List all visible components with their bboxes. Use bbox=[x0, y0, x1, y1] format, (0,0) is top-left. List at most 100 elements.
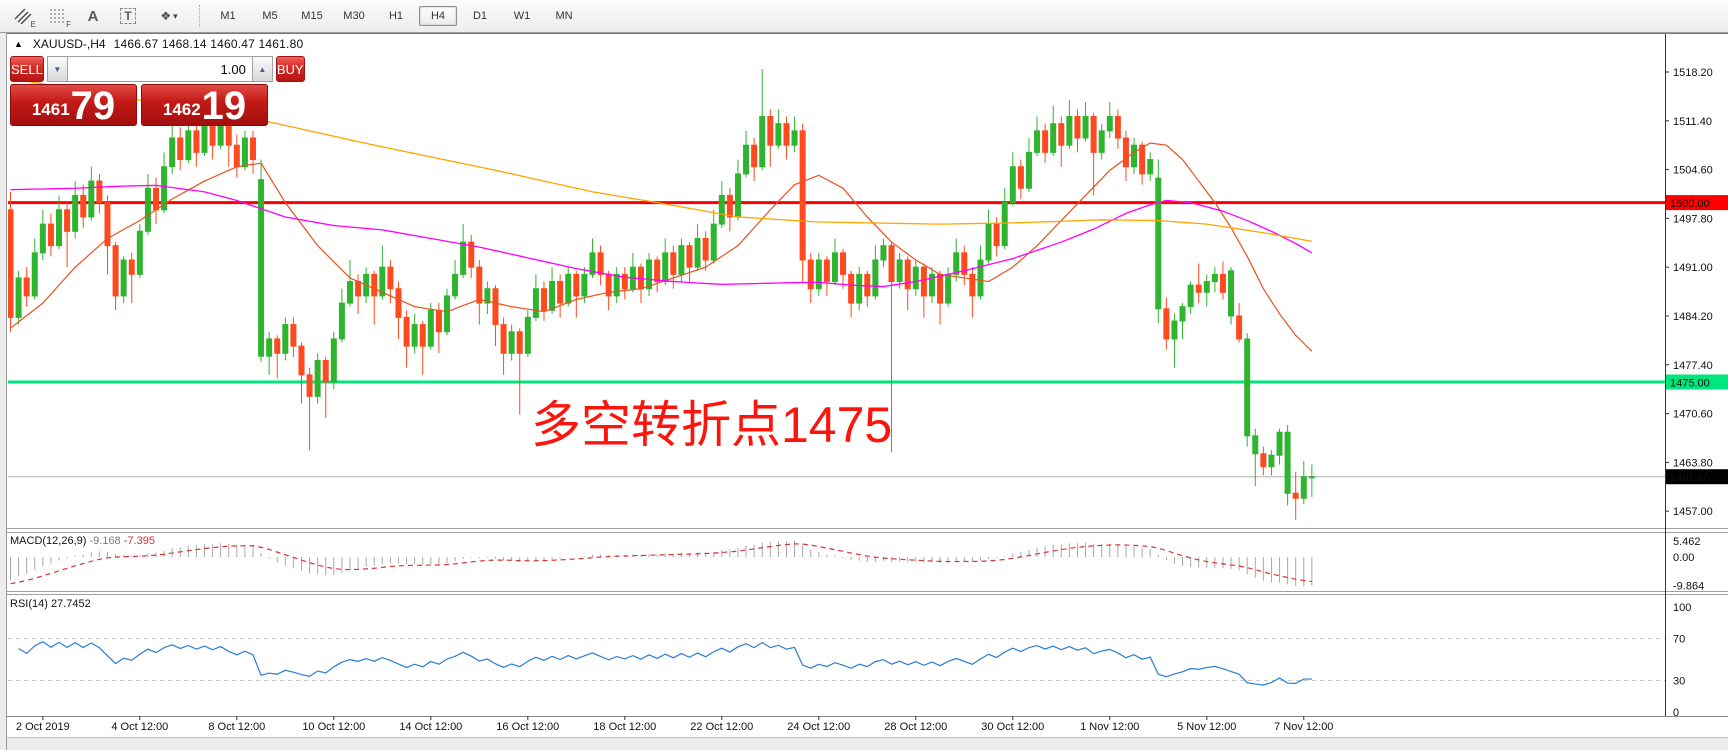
svg-text:14 Oct 12:00: 14 Oct 12:00 bbox=[399, 721, 462, 733]
sell-price-pips: 79 bbox=[70, 83, 116, 128]
svg-text:18 Oct 12:00: 18 Oct 12:00 bbox=[593, 721, 656, 733]
ma-medium bbox=[10, 184, 1313, 288]
svg-text:1497.80: 1497.80 bbox=[1673, 213, 1713, 225]
fibonacci-tool-button[interactable]: F bbox=[43, 2, 73, 30]
svg-text:28 Oct 12:00: 28 Oct 12:00 bbox=[884, 721, 947, 733]
chart-header: ▲ XAUUSD-,H4 1466.67 1468.14 1460.47 146… bbox=[14, 37, 303, 51]
macd-label: MACD(12,26,9) -9.168 -7.395 bbox=[10, 535, 155, 547]
svg-text:16 Oct 12:00: 16 Oct 12:00 bbox=[496, 721, 559, 733]
volume-stepper: ▼ ▲ bbox=[46, 56, 273, 82]
macd-name: MACD(12,26,9) bbox=[10, 535, 87, 547]
timeframe-toolbar: M1 M5 M15 M30 H1 H4 D1 W1 MN bbox=[209, 6, 587, 26]
rsi-name: RSI(14) bbox=[10, 598, 48, 610]
fibonacci-retracement-icon bbox=[50, 9, 66, 23]
svg-text:10 Oct 12:00: 10 Oct 12:00 bbox=[302, 721, 365, 733]
chevron-up-icon: ▲ bbox=[258, 64, 267, 74]
volume-increase-button[interactable]: ▲ bbox=[251, 56, 273, 82]
sell-price-button[interactable]: 1461 79 bbox=[10, 84, 137, 126]
tab-timeframe-mn[interactable]: MN bbox=[555, 10, 573, 22]
toolbar: E F A T ❖ ▾ M1 M5 M15 M30 H1 H4 D1 W1 MN bbox=[0, 0, 1728, 33]
sell-button[interactable]: SELL bbox=[10, 56, 44, 82]
svg-text:4 Oct 12:00: 4 Oct 12:00 bbox=[111, 721, 168, 733]
macd-main-value: -9.168 bbox=[89, 535, 121, 547]
arrows-icon: ❖ bbox=[160, 9, 172, 23]
svg-text:0.00: 0.00 bbox=[1673, 552, 1694, 564]
rsi-line bbox=[18, 641, 1312, 686]
tab-timeframe-m30[interactable]: M30 bbox=[343, 10, 365, 22]
tab-timeframe-d1[interactable]: D1 bbox=[472, 10, 488, 22]
buy-price-main: 1462 bbox=[162, 100, 201, 119]
svg-text:0: 0 bbox=[1673, 707, 1679, 719]
candles-layer bbox=[8, 69, 1315, 520]
buy-price-button[interactable]: 1462 19 bbox=[141, 84, 268, 126]
equidistant-channel-tool-button[interactable]: E bbox=[8, 2, 38, 30]
icon-badge: F bbox=[66, 20, 71, 29]
svg-text:24 Oct 12:00: 24 Oct 12:00 bbox=[787, 721, 850, 733]
macd-signal-value: -7.395 bbox=[123, 535, 155, 547]
tab-timeframe-m15[interactable]: M15 bbox=[301, 10, 323, 22]
rsi-label: RSI(14) 27.7452 bbox=[10, 598, 91, 610]
rsi-pane bbox=[8, 638, 1665, 686]
svg-text:1504.60: 1504.60 bbox=[1673, 165, 1713, 177]
volume-input[interactable] bbox=[67, 56, 252, 82]
svg-text:-9.864: -9.864 bbox=[1673, 581, 1704, 593]
horizontal-lines-layer bbox=[8, 201, 1665, 478]
svg-text:1500.00: 1500.00 bbox=[1670, 198, 1710, 210]
buy-price-pips: 19 bbox=[201, 83, 247, 128]
buy-button[interactable]: BUY bbox=[275, 56, 305, 82]
price-axis: 1518.20 1511.40 1504.60 1497.80 1491.00 1484.… bbox=[1665, 34, 1728, 719]
time-axis: 2 Oct 2019 4 Oct 12:00 8 Oct 12:00 10 Oct 1… bbox=[16, 716, 1333, 733]
toolbar-separator bbox=[199, 5, 201, 27]
svg-text:5.462: 5.462 bbox=[1673, 536, 1701, 548]
text-box-tool-button[interactable]: T bbox=[113, 2, 143, 30]
svg-text:1475.00: 1475.00 bbox=[1670, 378, 1710, 390]
arrows-tool-button[interactable]: ❖ ▾ bbox=[148, 2, 190, 30]
svg-text:8 Oct 12:00: 8 Oct 12:00 bbox=[208, 721, 265, 733]
ma-fast bbox=[10, 142, 1313, 352]
svg-text:2 Oct 2019: 2 Oct 2019 bbox=[16, 721, 70, 733]
svg-text:1477.40: 1477.40 bbox=[1673, 360, 1713, 372]
svg-text:1 Nov 12:00: 1 Nov 12:00 bbox=[1080, 721, 1139, 733]
svg-text:22 Oct 12:00: 22 Oct 12:00 bbox=[690, 721, 753, 733]
macd-pane bbox=[10, 540, 1313, 586]
svg-text:100: 100 bbox=[1673, 602, 1691, 614]
svg-text:70: 70 bbox=[1673, 634, 1685, 646]
svg-text:1457.00: 1457.00 bbox=[1673, 506, 1713, 518]
icon-badge: E bbox=[30, 20, 36, 29]
tab-timeframe-h1[interactable]: H1 bbox=[388, 10, 404, 22]
equidistant-channel-icon bbox=[14, 8, 32, 24]
svg-text:1463.80: 1463.80 bbox=[1673, 457, 1713, 469]
symbol-label: XAUUSD-,H4 bbox=[32, 37, 106, 51]
svg-text:1461.80: 1461.80 bbox=[1670, 472, 1710, 484]
tab-timeframe-m5[interactable]: M5 bbox=[262, 10, 278, 22]
sell-price-main: 1461 bbox=[31, 100, 70, 119]
svg-text:30 Oct 12:00: 30 Oct 12:00 bbox=[981, 721, 1044, 733]
text-box-icon: T bbox=[120, 8, 136, 24]
tab-timeframe-w1[interactable]: W1 bbox=[513, 10, 531, 22]
volume-decrease-button[interactable]: ▼ bbox=[46, 56, 68, 82]
macd-signal-line bbox=[10, 543, 1312, 585]
text-label-tool-button[interactable]: A bbox=[78, 2, 108, 30]
chart-annotation-text: 多空转折点1475 bbox=[531, 397, 893, 453]
one-click-trading-panel: SELL ▼ ▲ BUY 1461 79 1462 19 bbox=[10, 56, 305, 126]
text-label-icon: A bbox=[87, 7, 99, 25]
svg-text:30: 30 bbox=[1673, 676, 1685, 688]
ohlc-values: 1466.67 1468.14 1460.47 1461.80 bbox=[113, 37, 304, 51]
rsi-value: 27.7452 bbox=[50, 598, 91, 610]
svg-text:1511.40: 1511.40 bbox=[1673, 116, 1712, 128]
window-bottom-border bbox=[7, 737, 1728, 750]
svg-text:1491.00: 1491.00 bbox=[1673, 262, 1713, 274]
chevron-down-icon: ▾ bbox=[173, 10, 178, 21]
window-left-border bbox=[0, 33, 7, 750]
tab-timeframe-h4[interactable]: H4 bbox=[419, 6, 457, 26]
svg-text:1484.20: 1484.20 bbox=[1673, 311, 1713, 323]
chevron-down-icon: ▼ bbox=[53, 64, 62, 74]
svg-text:1470.60: 1470.60 bbox=[1673, 409, 1713, 421]
svg-text:1518.20: 1518.20 bbox=[1673, 67, 1713, 79]
collapse-icon[interactable]: ▲ bbox=[14, 39, 23, 49]
svg-text:5 Nov 12:00: 5 Nov 12:00 bbox=[1177, 721, 1236, 733]
svg-text:7 Nov 12:00: 7 Nov 12:00 bbox=[1274, 721, 1333, 733]
tab-timeframe-m1[interactable]: M1 bbox=[220, 10, 236, 22]
